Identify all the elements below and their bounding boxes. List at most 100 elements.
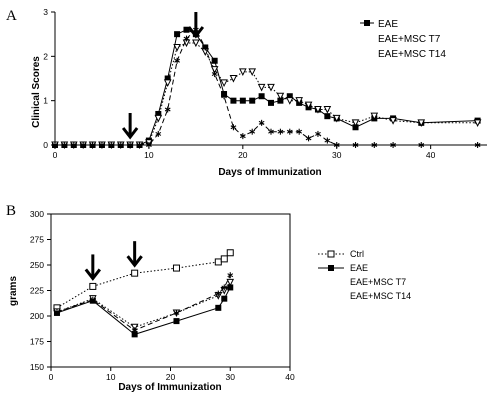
panel-b-y-tick-label-175: 175: [30, 337, 44, 347]
panel-a-point-eae-msc-t7-11: [154, 114, 163, 123]
panel-b-point-ctrl-2: [131, 269, 139, 277]
panel-a-point-eae-msc-t14-0: [52, 142, 58, 148]
panel-b-point-eae-msc-t14-0: [54, 308, 60, 315]
panel-b-point-eae-msc-t14-3: [173, 309, 180, 316]
panel-a-y-tick-label-0: 0: [43, 140, 48, 150]
panel-b-x-tick-label-40: 40: [285, 372, 295, 382]
panel-a-point-eae-msc-t7-25: [285, 97, 294, 105]
panel-a-point-eae-msc-t14-26: [296, 128, 303, 135]
panel-b-x-tick-label-30: 30: [226, 372, 236, 382]
panel-b-y-axis-title: grams: [8, 276, 19, 306]
panel-b-series-line-eae-msc-t7: [56, 282, 231, 328]
panel-a-point-eae-21: [249, 97, 256, 104]
panel-a-legend-label-msc-t7: EAE+MSC T7: [378, 34, 441, 45]
panel-b-point-ctrl-3: [172, 264, 180, 272]
panel-a-legend-swatch-eae: [360, 20, 374, 26]
panel-a-point-eae-msc-t14-24: [277, 128, 284, 135]
panel-a-point-eae-17: [211, 57, 218, 64]
panel-b-legend-swatch-eae: [318, 265, 344, 271]
panel-a-legend-item-eae: EAE: [360, 19, 398, 30]
panel-b-point-eae-2: [131, 331, 138, 338]
panel-b-point-ctrl-5: [220, 255, 228, 263]
panel-a-point-eae-msc-t14-29: [324, 137, 331, 144]
panel-b-arrow-2: [126, 239, 144, 267]
panel-a-point-eae-msc-t14-6: [108, 142, 115, 148]
panel-b-series-eae-msc-t14: [54, 272, 234, 334]
panel-b-y-tick-label-275: 275: [30, 235, 44, 245]
panel-b-point-eae-5: [221, 295, 228, 302]
panel-a-point-eae-msc-t14-33: [390, 142, 396, 148]
panel-a-point-eae-msc-t14-17: [211, 71, 218, 78]
panel-b-x-tick-label-20: 20: [166, 372, 176, 382]
panel-a-point-eae-msc-t14-22: [258, 119, 265, 126]
panel-b-x-tick-label-0: 0: [49, 372, 54, 382]
panel-a-legend-item-msc-t14: EAE+MSC T14: [378, 49, 446, 60]
panel-a-point-eae-msc-t7-20: [239, 68, 247, 76]
panel-a-point-eae-msc-t7-19: [229, 75, 238, 83]
panel-a-series-layer: [51, 26, 482, 150]
panel-a-point-eae-msc-t14-12: [164, 106, 171, 113]
panel-a-y-axis-title: Clinical Scores: [31, 56, 42, 128]
panel-b-point-eae-msc-t14-2: [131, 327, 138, 334]
panel-a-point-eae-msc-t14-4: [89, 142, 96, 148]
panel-b-legend-item-msc-t14: EAE+MSC T14: [350, 291, 411, 301]
panel-b-legend-item-msc-t7: EAE+MSC T7: [350, 277, 406, 287]
panel-b-plot-frame: [50, 213, 291, 368]
panel-a-point-eae-msc-t14-7: [117, 142, 124, 148]
panel-a-point-eae-12: [164, 75, 171, 82]
panel-a-legend-label-eae: EAE: [378, 19, 398, 30]
panel-a-point-eae-msc-t14-14: [183, 35, 190, 42]
panel-a-point-eae-msc-t14-30: [333, 142, 340, 148]
panel-a-point-eae-msc-t14-34: [418, 142, 425, 148]
panel-a-point-eae-msc-t14-8: [127, 142, 134, 148]
panel-a: A 0 10 20 30 40 0 1 2 3 Clinical Scores Days of …: [6, 7, 487, 178]
panel-a-point-eae-24: [277, 97, 284, 104]
panel-b-legend-item-eae: EAE: [318, 263, 368, 273]
panel-a-x-tick-label-20: 20: [238, 150, 248, 160]
panel-b-legend-swatch-ctrl: [318, 250, 344, 258]
panel-a-point-eae-msc-t14-28: [315, 130, 321, 137]
panel-a-point-eae-22: [258, 93, 265, 100]
panel-a-legend: EAE EAE+MSC T7 EAE+MSC T14: [360, 19, 446, 60]
panel-a-point-eae-msc-t14-1: [61, 142, 68, 148]
panel-a-point-eae-msc-t14-2: [70, 142, 77, 148]
panel-a-y-tick-label-1: 1: [43, 96, 48, 106]
panel-b-y-tick-label-300: 300: [30, 209, 44, 219]
panel-a-point-eae-msc-t7-23: [267, 83, 275, 92]
panel-a-x-axis-title: Days of Immunization: [218, 167, 321, 178]
panel-a-point-eae-31: [352, 124, 359, 131]
panel-b-series-line-ctrl: [56, 252, 231, 309]
panel-a-y-tick-label-3: 3: [43, 7, 48, 17]
panel-a-point-eae-msc-t7-22: [257, 83, 266, 92]
panel-a-point-eae-25: [286, 93, 293, 100]
panel-a-x-tick-label-40: 40: [426, 150, 436, 160]
panel-a-point-eae-20: [239, 97, 246, 104]
panel-b-series-line-eae: [56, 287, 231, 335]
panel-b-point-eae-6: [227, 284, 234, 291]
panel-a-point-eae-msc-t7-15: [192, 39, 200, 48]
panel-a-y-tick-label-2: 2: [43, 51, 48, 61]
panel-a-point-eae-msc-t14-31: [352, 142, 359, 148]
panel-a-arrow-1: [121, 111, 139, 139]
panel-a-series-eae-msc-t14: [52, 26, 481, 148]
panel-a-point-eae-msc-t14-5: [99, 142, 105, 148]
panel-b-legend-item-ctrl: Ctrl: [318, 249, 364, 259]
panel-b-point-eae-msc-t7-6: [226, 278, 235, 287]
panel-b-series-eae: [53, 284, 234, 338]
panel-a-point-eae-14: [183, 26, 190, 33]
panel-a-x-tick-label-30: 30: [332, 150, 342, 160]
panel-a-point-eae-msc-t7-12: [163, 79, 172, 88]
panel-a-point-eae-msc-t14-16: [202, 44, 209, 51]
panel-a-point-eae-msc-t7-35: [473, 119, 482, 127]
panel-a-point-eae-msc-t14-13: [174, 57, 180, 64]
panel-b-legend-marker-eae: [328, 265, 334, 271]
panel-a-point-eae-msc-t7-29: [323, 106, 332, 114]
panel-b-y-tick-label-225: 225: [30, 286, 44, 296]
panel-a-point-eae-msc-t14-11: [155, 130, 162, 137]
panel-a-point-eae-msc-t7-31: [351, 119, 360, 127]
panel-a-legend-marker-eae: [364, 20, 370, 26]
panel-b-point-eae-msc-t14-5: [221, 284, 228, 291]
panel-b-point-eae-msc-t7-2: [130, 323, 139, 332]
panel-b-legend-marker-ctrl: [327, 250, 335, 258]
panel-b-point-ctrl-1: [89, 282, 97, 290]
